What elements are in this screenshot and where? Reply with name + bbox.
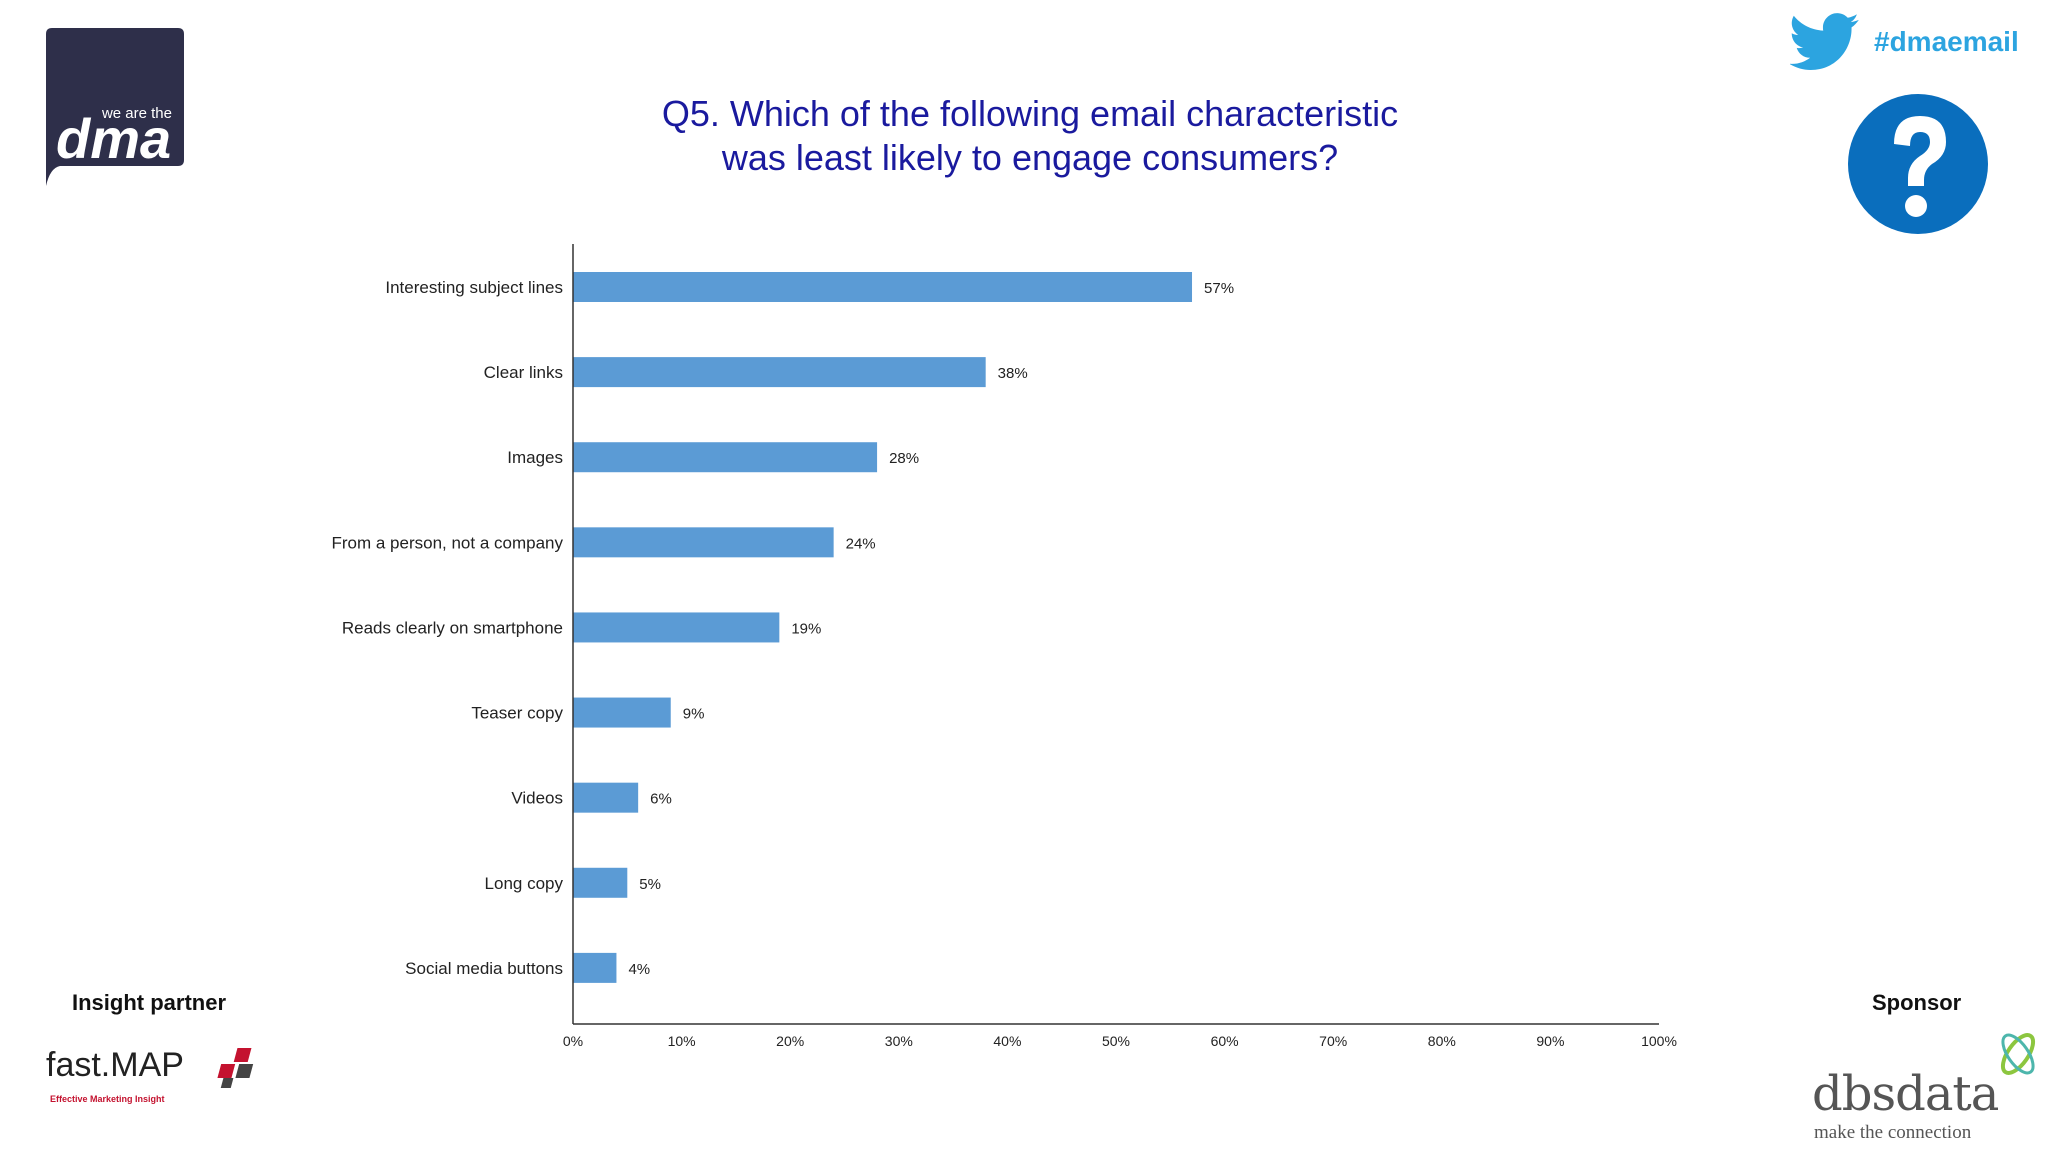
- bars-group: [573, 272, 1193, 983]
- category-label-3: From a person, not a company: [331, 533, 563, 552]
- value-label-3: 24%: [846, 535, 876, 552]
- value-label-8: 4%: [628, 961, 650, 978]
- bar-8: [573, 952, 617, 983]
- category-labels-group: Interesting subject lines Clear links Imag…: [331, 278, 563, 978]
- x-tick-label-2: 20%: [776, 1033, 804, 1049]
- x-tick-label-4: 40%: [993, 1033, 1021, 1049]
- dbsdata-name: dbsdata: [1812, 1066, 1999, 1122]
- dma-logo: we are the dma: [46, 28, 184, 186]
- x-tick-label-8: 80%: [1428, 1033, 1456, 1049]
- x-tick-label-10: 100%: [1641, 1033, 1677, 1049]
- x-tick-label-3: 30%: [885, 1033, 913, 1049]
- category-label-5: Teaser copy: [471, 704, 563, 723]
- bar-1: [573, 357, 986, 388]
- dma-logo-small-text: we are the: [101, 105, 172, 122]
- x-tick-label-1: 10%: [668, 1033, 696, 1049]
- dbsdata-swirl-icon: [2000, 1033, 2036, 1075]
- x-ticks-group: 0% 10% 20% 30% 40% 50% 60% 70% 80% 90% 100%: [563, 1033, 1677, 1049]
- value-label-4: 19%: [791, 620, 821, 637]
- bar-5: [573, 697, 671, 728]
- value-label-5: 9%: [683, 706, 705, 723]
- fastmap-logo-text: fast.MAP: [46, 1046, 184, 1084]
- bar-2: [573, 442, 878, 473]
- category-label-0: Interesting subject lines: [385, 278, 563, 297]
- category-label-6: Videos: [511, 789, 563, 808]
- x-tick-label-0: 0%: [563, 1033, 583, 1049]
- value-label-6: 6%: [650, 791, 672, 808]
- bar-4: [573, 612, 780, 643]
- bar-6: [573, 782, 639, 813]
- hashtag-text: #dmaemail: [1874, 26, 2019, 57]
- value-label-7: 5%: [639, 876, 661, 893]
- category-label-1: Clear links: [484, 363, 563, 382]
- category-label-2: Images: [507, 448, 563, 467]
- value-label-0: 57%: [1204, 280, 1234, 297]
- x-tick-label-9: 90%: [1536, 1033, 1564, 1049]
- sponsor-label: Sponsor: [1872, 990, 1962, 1015]
- x-tick-label-7: 70%: [1319, 1033, 1347, 1049]
- value-label-1: 38%: [998, 365, 1028, 382]
- x-tick-label-5: 50%: [1102, 1033, 1130, 1049]
- bar-3: [573, 527, 834, 558]
- category-label-4: Reads clearly on smartphone: [342, 618, 563, 637]
- category-label-8: Social media buttons: [405, 959, 563, 978]
- fastmap-logo: fast.MAP Effective Marketing Insight: [46, 1046, 266, 1116]
- fastmap-mark-icon: [217, 1048, 254, 1088]
- page-title: Q5. Which of the following email charact…: [560, 92, 1500, 180]
- twitter-bird-icon: [1790, 13, 1859, 70]
- dbsdata-logo: dbsdata make the connection: [1808, 1024, 2048, 1144]
- value-labels-group: 57% 38% 28% 24% 19% 9% 6% 5% 4%: [628, 280, 1234, 978]
- category-label-7: Long copy: [485, 874, 564, 893]
- title-line-2: was least likely to engage consumers?: [721, 137, 1339, 178]
- value-label-2: 28%: [889, 450, 919, 467]
- bar-0: [573, 272, 1193, 302]
- dbsdata-tagline: make the connection: [1814, 1122, 1972, 1143]
- question-mark-icon: [1848, 94, 1988, 234]
- x-tick-label-6: 60%: [1211, 1033, 1239, 1049]
- bar-7: [573, 867, 628, 898]
- hashtag-block: #dmaemail: [1790, 12, 2030, 82]
- fastmap-tagline: Effective Marketing Insight: [50, 1094, 165, 1104]
- insight-partner-label: Insight partner: [72, 990, 227, 1015]
- title-line-1: Q5. Which of the following email charact…: [661, 93, 1399, 134]
- dma-logo-big-text: dma: [56, 107, 171, 170]
